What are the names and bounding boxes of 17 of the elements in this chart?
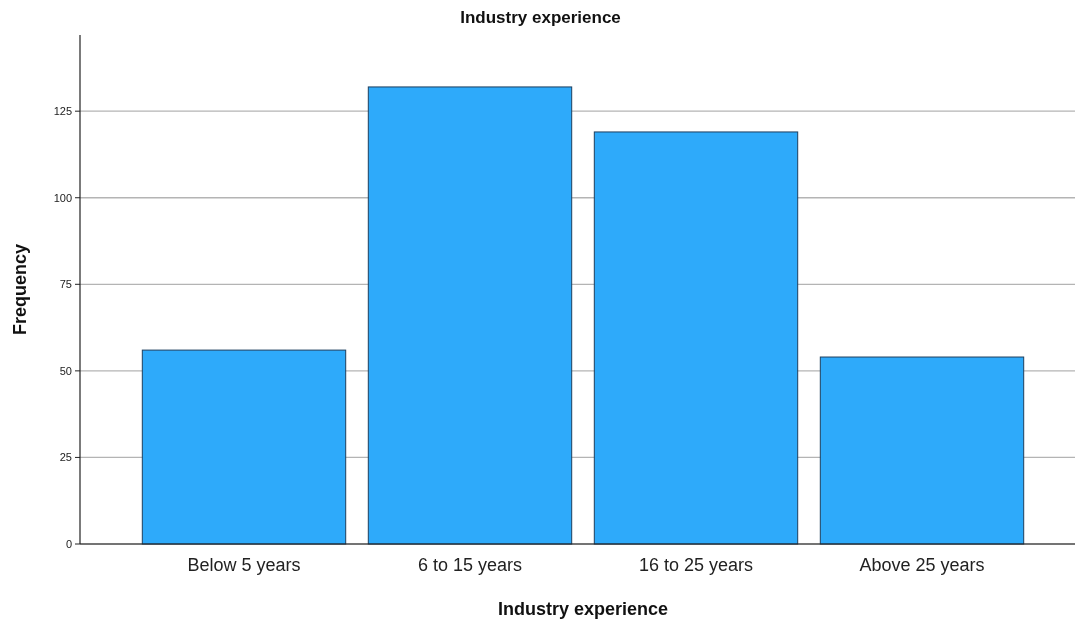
x-tick-label: Above 25 years [859,555,985,575]
x-axis-title: Industry experience [497,599,669,619]
y-tick-label: 75 [59,278,72,291]
y-tick-label: 125 [53,105,72,118]
bar [141,349,347,545]
x-tick-label: Below 5 years [187,555,301,575]
bar [593,131,799,545]
y-tick-label: 100 [53,191,72,204]
y-tick-label: 0 [65,537,72,550]
bar [819,356,1025,545]
y-tick-label: 25 [59,451,72,464]
x-tick-label: 6 to 15 years [417,555,523,575]
x-tick-label: 16 to 25 years [638,555,754,575]
bar [367,86,573,545]
y-axis-title: Frequency [10,243,30,336]
y-tick-label: 50 [59,364,72,377]
chart-title: Industry experience [460,8,621,27]
